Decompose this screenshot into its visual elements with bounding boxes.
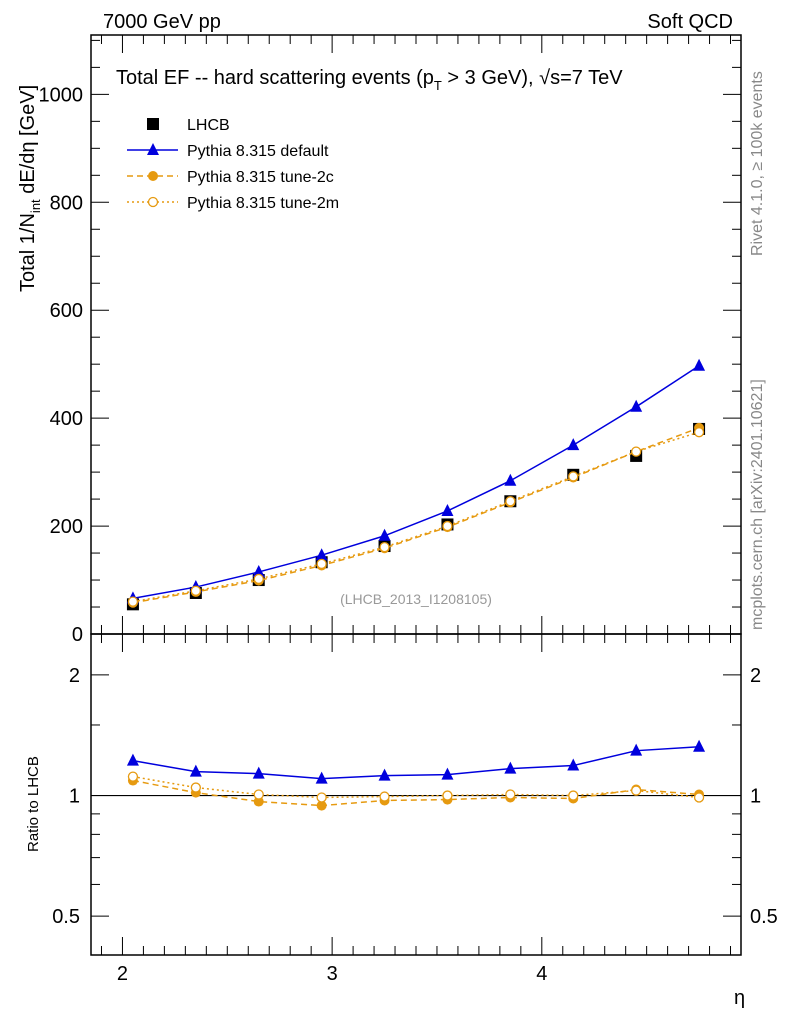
legend-marker-pythia-8-315-tune-2c — [148, 171, 158, 181]
ratio-y-tick-label: 1 — [69, 786, 80, 808]
ratio-point-pythia-8-315-tune-2m — [127, 771, 139, 782]
y-tick-label: 1000 — [39, 84, 84, 106]
ratio-point-pythia-8-315-default — [126, 753, 139, 766]
legend-marker-lhcb — [147, 118, 159, 130]
main-point-pythia-8-315-tune-2m — [505, 496, 516, 507]
main-point-pythia-8-315-default — [315, 548, 328, 561]
chart-title: Total EF -- hard scattering events (pT >… — [116, 67, 623, 93]
ratio-point-pythia-8-315-tune-2m — [316, 792, 327, 803]
ratio-point-pythia-8-315-tune-2m — [442, 790, 453, 801]
y-tick-label: 600 — [50, 300, 83, 322]
ratio-point-pythia-8-315-default — [630, 743, 643, 756]
ratio-point-pythia-8-315-tune-2m — [568, 790, 579, 801]
ratio-point-pythia-8-315-default — [693, 739, 706, 752]
ratio-point-pythia-8-315-tune-2m — [190, 782, 201, 793]
main-point-pythia-8-315-tune-2m — [379, 541, 390, 553]
header-left: 7000 GeV pp — [103, 11, 221, 33]
ratio-point-pythia-8-315-default — [441, 767, 454, 780]
ratio-y-tick-label-right: 2 — [750, 665, 761, 687]
legend-label-pythia-8-315-default: Pythia 8.315 default — [187, 143, 329, 160]
watermark: (LHCB_2013_I1208105) — [340, 591, 492, 607]
ratio-line-pythia-8-315-default — [132, 745, 700, 780]
main-line-pythia-8-315-default — [132, 365, 700, 600]
y-tick-label: 800 — [50, 192, 83, 214]
x-tick-label: 4 — [536, 963, 547, 985]
ratio-point-pythia-8-315-default — [189, 764, 202, 777]
ratio-y-tick-label-right: 0.5 — [750, 906, 778, 928]
legend-marker-pythia-8-315-default — [147, 143, 159, 155]
main-point-pythia-8-315-default — [252, 564, 265, 577]
ratio-point-pythia-8-315-tune-2m — [505, 789, 516, 800]
x-tick-label: 2 — [117, 963, 128, 985]
ratio-y-tick-label: 0.5 — [52, 906, 80, 928]
main-point-pythia-8-315-tune-2m — [631, 446, 642, 457]
ratio-point-pythia-8-315-default — [567, 758, 580, 771]
ratio-line-pythia-8-315-tune-2c — [132, 779, 700, 807]
legend-label-lhcb: LHCB — [187, 117, 230, 134]
legend-label-pythia-8-315-tune-2m: Pythia 8.315 tune-2m — [187, 195, 339, 212]
ratio-line-pythia-8-315-tune-2m — [132, 775, 700, 799]
ratio-point-pythia-8-315-default — [378, 768, 391, 781]
ratio-point-pythia-8-315-tune-2c — [253, 796, 264, 807]
ratio-frame — [90, 633, 742, 956]
main-point-pythia-8-315-default — [441, 503, 454, 516]
legend: LHCB Pythia 8.315 default Pythia 8.315 tun… — [127, 117, 339, 212]
main-point-pythia-8-315-tune-2m — [316, 558, 327, 569]
ratio-y-tick-label: 2 — [69, 665, 80, 687]
mcplots-label: mcplots.cern.ch [arXiv:2401.10621] — [749, 379, 766, 630]
ratio-point-pythia-8-315-tune-2m — [253, 789, 264, 800]
header-right: Soft QCD — [647, 11, 733, 33]
rivet-label: Rivet 4.1.0, ≥ 100k events — [749, 71, 766, 256]
y-axis-label: Total 1/Nint dE/dη [GeV] — [17, 85, 43, 292]
ratio-point-pythia-8-315-default — [252, 766, 265, 779]
legend-label-pythia-8-315-tune-2c: Pythia 8.315 tune-2c — [187, 169, 334, 186]
ratio-point-pythia-8-315-tune-2c — [316, 800, 327, 811]
x-axis-label: η — [734, 987, 745, 1009]
y-tick-label: 400 — [50, 408, 83, 430]
main-point-pythia-8-315-default — [567, 438, 580, 451]
main-point-pythia-8-315-tune-2m — [442, 520, 453, 532]
y-tick-label: 0 — [72, 624, 83, 646]
main-point-pythia-8-315-tune-2m — [693, 427, 705, 438]
main-point-pythia-8-315-default — [378, 528, 391, 541]
main-line-pythia-8-315-tune-2m — [132, 431, 700, 603]
ratio-point-pythia-8-315-tune-2m — [631, 785, 642, 796]
ratio-point-pythia-8-315-default — [315, 771, 328, 784]
main-point-pythia-8-315-tune-2m — [568, 471, 579, 482]
main-point-pythia-8-315-tune-2m — [190, 585, 201, 596]
main-point-pythia-8-315-tune-2m — [127, 596, 139, 607]
main-point-pythia-8-315-default — [504, 473, 517, 486]
ratio-panel: 2 3 4 0.5 0.5 1 1 2 2 — [52, 665, 778, 985]
x-tick-label: 3 — [327, 963, 338, 985]
main-panel: 0 200 400 600 800 1000 — [39, 35, 741, 955]
main-point-pythia-8-315-default — [630, 399, 643, 412]
ratio-point-pythia-8-315-default — [504, 761, 517, 774]
ratio-y-axis-label: Ratio to LHCB — [25, 756, 42, 852]
main-line-pythia-8-315-tune-2c — [132, 427, 700, 604]
main-point-pythia-8-315-default — [693, 358, 706, 371]
legend-marker-pythia-8-315-tune-2m — [147, 196, 159, 208]
main-point-pythia-8-315-tune-2m — [253, 573, 264, 585]
ratio-point-pythia-8-315-tune-2m — [379, 791, 390, 802]
y-tick-label: 200 — [50, 516, 83, 538]
ratio-y-tick-label-right: 1 — [750, 786, 761, 808]
ratio-point-pythia-8-315-tune-2m — [693, 792, 705, 803]
